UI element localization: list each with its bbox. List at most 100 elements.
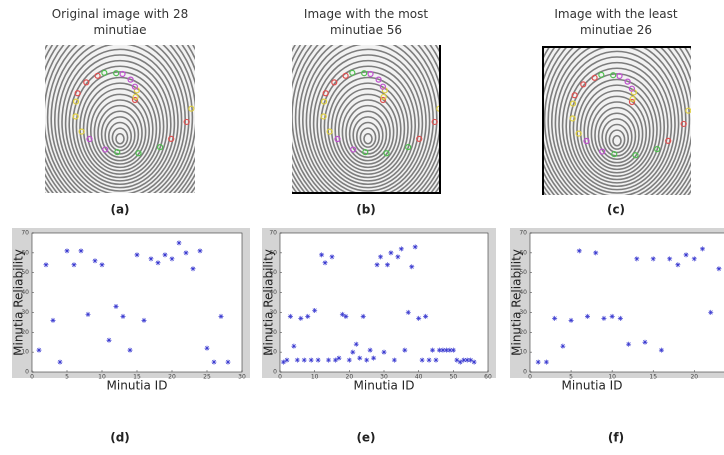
y-tick-label: 30 [269, 309, 277, 316]
ridge [75, 71, 165, 182]
data-point [113, 303, 119, 309]
x-axis-label: Minutia ID [354, 379, 415, 393]
data-point [343, 313, 349, 319]
data-point [626, 341, 632, 347]
x-tick-label: 15 [133, 374, 141, 381]
y-tick-label: 50 [21, 269, 29, 276]
data-point [412, 244, 418, 250]
minutia-marker [94, 72, 101, 79]
ridge [572, 73, 662, 184]
ridge [111, 127, 129, 148]
data-point [120, 313, 126, 319]
minutia-marker [628, 85, 635, 92]
minutia-marker [680, 120, 687, 128]
minutia-marker [628, 98, 636, 106]
ridge [586, 95, 647, 171]
chart-caption: (e) [356, 431, 375, 445]
ridge [558, 50, 676, 195]
minutia-marker [571, 92, 578, 99]
data-point [371, 355, 377, 361]
data-point [291, 343, 297, 349]
y-axis-label: Minutia Reliability [510, 249, 524, 356]
minutia-marker [127, 76, 134, 83]
ridge [316, 59, 420, 189]
minutia-marker [119, 70, 126, 78]
data-point [708, 309, 714, 315]
minutia-marker [320, 113, 327, 120]
ridge [327, 76, 409, 179]
minutia-marker [580, 81, 587, 88]
minutia-marker [416, 135, 423, 142]
minutia-marker [654, 146, 661, 153]
data-point [642, 339, 648, 345]
data-point [346, 357, 352, 363]
minutia-marker [632, 152, 639, 159]
data-point [468, 357, 474, 363]
minutia-marker [575, 130, 582, 137]
y-tick-label: 40 [519, 289, 527, 296]
minutia-marker [598, 71, 605, 78]
y-tick-label: 20 [21, 329, 29, 336]
axes-area [529, 232, 724, 373]
ridge [594, 106, 640, 164]
ridge [363, 132, 373, 145]
minutia-marker [380, 93, 387, 101]
data-point [99, 262, 105, 268]
data-point [601, 315, 607, 321]
minutia-marker [665, 137, 672, 144]
data-point [350, 349, 356, 355]
minutia-marker [342, 72, 349, 79]
image-border [292, 45, 441, 194]
data-point [308, 357, 314, 363]
data-point [433, 357, 439, 363]
data-point [716, 266, 722, 272]
x-tick-label: 10 [98, 374, 106, 381]
minutia-marker [183, 118, 190, 126]
data-point [419, 357, 425, 363]
data-point [183, 250, 189, 256]
ridge [61, 48, 179, 193]
data-point [423, 313, 429, 319]
data-point [691, 256, 697, 262]
minutia-marker [583, 137, 590, 145]
x-tick-label: 0 [528, 374, 532, 381]
y-tick-label: 60 [21, 249, 29, 256]
ridge [294, 45, 440, 193]
minutia-marker [624, 78, 631, 85]
data-point [454, 357, 460, 363]
y-tick-label: 60 [519, 249, 527, 256]
minutia-marker [135, 150, 142, 157]
ridge [330, 82, 406, 175]
minutia-marker [349, 69, 356, 76]
minutia-marker [131, 83, 138, 90]
data-point [280, 359, 286, 365]
data-point [609, 313, 615, 319]
minutia-marker [331, 79, 338, 86]
data-point [357, 355, 363, 361]
panel-caption: (c) [607, 203, 625, 217]
ridge [68, 59, 172, 189]
data-point [190, 266, 196, 272]
x-tick-label: 5 [65, 374, 69, 381]
x-tick-label: 20 [168, 374, 176, 381]
minutia-marker [326, 128, 333, 135]
minutia-marker [379, 83, 386, 90]
y-tick-label: 30 [21, 309, 29, 316]
data-point [332, 357, 338, 363]
minutia-marker [72, 113, 79, 120]
data-point [287, 313, 293, 319]
data-point [543, 359, 549, 365]
minutia-marker [569, 100, 577, 107]
minutia-marker [334, 135, 341, 143]
data-point [384, 262, 390, 268]
data-point [322, 260, 328, 266]
data-point [464, 357, 470, 363]
data-point [319, 252, 325, 258]
data-point [683, 252, 689, 258]
data-point [395, 254, 401, 260]
minutia-marker [362, 149, 369, 156]
ridge [608, 129, 626, 150]
data-point [301, 357, 307, 363]
ridge [604, 123, 629, 154]
